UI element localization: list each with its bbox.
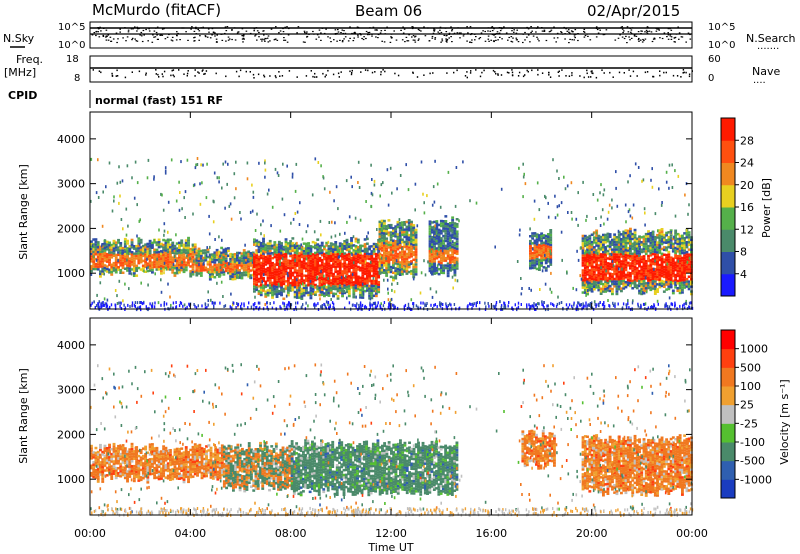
x-tick-1: 04:00 (174, 527, 206, 540)
freq-tick-top: 18 (66, 54, 79, 65)
velocity-colorbar-swatch (721, 348, 735, 368)
power-colorbar-tick-5: 24 (740, 157, 754, 170)
velocity-colorbar-swatch (721, 423, 735, 443)
nave-label: Nave (752, 65, 780, 78)
power-ylabel: Slant Range [km] (17, 164, 30, 260)
nsky-tick-top: 10^5 (58, 22, 85, 33)
x-tick-3: 12:00 (375, 527, 407, 540)
power-ytick-0: 1000 (57, 267, 85, 280)
nsearch-tick-top: 10^5 (708, 22, 735, 33)
nsky-label: N.Sky (3, 32, 35, 45)
velocity-panel: 1000 2000 3000 4000 Slant Range [km] 1000 50… (17, 317, 791, 518)
velocity-colorbar-swatch (721, 386, 735, 406)
power-panel: 1000 2000 3000 4000 Slant Range [km] 4 8 12 16… (17, 111, 773, 312)
power-colorbar-swatch (721, 118, 735, 141)
velocity-echo-region-3 (521, 429, 556, 470)
velocity-colorbar-tick-2: 100 (740, 380, 761, 393)
power-colorbar-tick-3: 16 (740, 201, 754, 214)
svg-text:·······: ······· (757, 44, 779, 55)
velocity-colorbar-swatch (721, 442, 735, 462)
power-colorbar-tick-2: 12 (740, 223, 754, 236)
velocity-colorbar-swatch (721, 367, 735, 387)
velocity-ytick-0: 1000 (57, 473, 85, 486)
power-colorbar-tick-1: 8 (740, 246, 747, 259)
cpid-label: CPID (8, 89, 37, 102)
power-colorbar-tick-0: 4 (740, 268, 747, 281)
velocity-colorbar-tick-4: -25 (740, 417, 758, 430)
velocity-colorbar-swatch (721, 330, 735, 350)
nave-tick-bottom: 0 (708, 73, 714, 84)
power-echo-region-6 (581, 227, 693, 296)
power-near-range-band (90, 301, 694, 312)
power-ytick-2: 3000 (57, 178, 85, 191)
power-ytick-1: 2000 (57, 222, 85, 235)
power-colorbar-tick-4: 20 (740, 179, 754, 192)
velocity-colorbar-tick-3: 25 (740, 399, 754, 412)
x-tick-5: 20:00 (576, 527, 608, 540)
velocity-near-range-band (91, 506, 694, 518)
velocity-colorbar-tick-1: 500 (740, 361, 761, 374)
power-echo-region-1 (195, 246, 255, 281)
freq-unit: [MHz] (4, 66, 36, 79)
cpid-value: normal (fast) 151 RF (95, 94, 223, 107)
power-echo-region-0 (90, 236, 197, 278)
velocity-echo-region-2 (290, 439, 459, 497)
nsearch-label: N.Search (746, 32, 796, 45)
date-label: 02/Apr/2015 (587, 2, 680, 20)
power-colorbar-swatch (721, 140, 735, 163)
power-echo-region-4 (428, 215, 459, 278)
velocity-colorbar-label: Velocity [m s⁻¹] (778, 379, 791, 464)
velocity-echo-region-0 (90, 442, 224, 484)
nsky-tick-bottom: 10^0 (58, 40, 85, 51)
svg-text:····: ···· (753, 78, 766, 89)
power-colorbar-label: Power [dB] (760, 178, 773, 238)
nsearch-tick-bottom: 10^0 (708, 40, 735, 51)
nsky-panel: N.Sky 10^5 10^0 N.Search ······· 10^5 10… (3, 21, 796, 55)
nave-tick-top: 60 (708, 54, 721, 65)
station-title: McMurdo (fitACF) (92, 1, 221, 19)
beam-label: Beam 06 (355, 2, 422, 20)
velocity-colorbar-tick-7: -1000 (740, 473, 772, 486)
freq-tick-bottom: 8 (74, 73, 80, 84)
power-scatter-points (90, 157, 693, 308)
power-colorbar-swatch (721, 162, 735, 186)
velocity-echo-region-4 (581, 434, 693, 497)
velocity-colorbar-swatch (721, 479, 735, 499)
velocity-colorbar-tick-5: -100 (740, 436, 765, 449)
x-tick-2: 08:00 (275, 527, 307, 540)
freq-panel: Freq. [MHz] 18 8 60 0 Nave ···· (4, 53, 780, 89)
power-colorbar-swatch (721, 251, 735, 275)
x-tick-0: 00:00 (74, 527, 106, 540)
power-colorbar-swatch (721, 207, 735, 230)
x-tick-6: 00:00 (676, 527, 708, 540)
x-tick-4: 16:00 (475, 527, 507, 540)
power-colorbar-swatch (721, 273, 735, 297)
velocity-ylabel: Slant Range [km] (17, 368, 30, 464)
power-echo-region-5 (529, 229, 553, 272)
power-colorbar-tick-6: 28 (740, 134, 754, 147)
freq-label: Freq. (16, 53, 43, 66)
power-colorbar-swatch (721, 229, 735, 252)
x-axis-label: Time UT (367, 541, 413, 554)
velocity-colorbar-tick-6: -500 (740, 455, 765, 468)
power-colorbar-swatch (721, 184, 735, 208)
velocity-ytick-2: 3000 (57, 384, 85, 397)
velocity-scatter-points (90, 363, 693, 514)
power-echo-region-2 (253, 237, 381, 300)
power-echo-region-3 (378, 219, 418, 282)
velocity-ytick-1: 2000 (57, 428, 85, 441)
velocity-ytick-3: 4000 (57, 339, 85, 352)
power-ytick-3: 4000 (57, 133, 85, 146)
velocity-colorbar-swatch (721, 404, 735, 424)
velocity-colorbar-tick-0: 1000 (740, 343, 768, 356)
velocity-echo-region-1 (222, 441, 294, 493)
velocity-colorbar-swatch (721, 460, 735, 480)
